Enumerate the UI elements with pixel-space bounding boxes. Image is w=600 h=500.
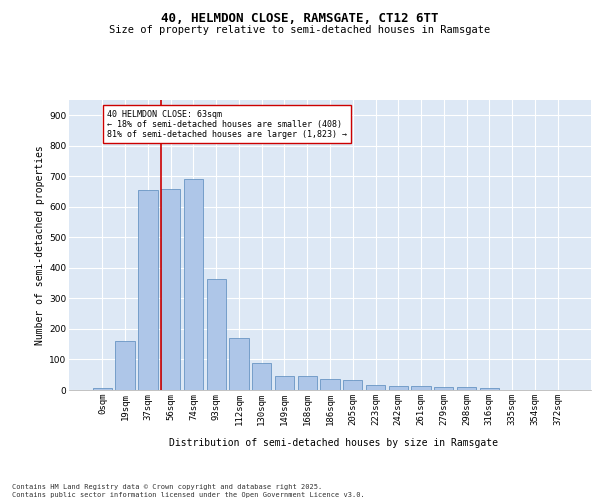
Bar [93, 388, 112, 390]
Bar [298, 376, 317, 390]
Bar [366, 386, 385, 390]
Bar [138, 190, 158, 390]
Bar [457, 387, 476, 390]
Text: Size of property relative to semi-detached houses in Ramsgate: Size of property relative to semi-detach… [109, 25, 491, 35]
Bar [115, 341, 135, 390]
Text: 40 HELMDON CLOSE: 63sqm
← 18% of semi-detached houses are smaller (408)
81% of s: 40 HELMDON CLOSE: 63sqm ← 18% of semi-de… [107, 110, 347, 140]
Bar [434, 387, 454, 390]
Bar [161, 188, 181, 390]
Bar [275, 376, 294, 390]
Bar [412, 386, 431, 390]
Bar [184, 180, 203, 390]
Bar [229, 338, 248, 390]
Text: 40, HELMDON CLOSE, RAMSGATE, CT12 6TT: 40, HELMDON CLOSE, RAMSGATE, CT12 6TT [161, 12, 439, 26]
Text: Distribution of semi-detached houses by size in Ramsgate: Distribution of semi-detached houses by … [169, 438, 497, 448]
Bar [389, 386, 408, 390]
Bar [206, 278, 226, 390]
Bar [320, 378, 340, 390]
Y-axis label: Number of semi-detached properties: Number of semi-detached properties [35, 145, 45, 345]
Text: Contains HM Land Registry data © Crown copyright and database right 2025.
Contai: Contains HM Land Registry data © Crown c… [12, 484, 365, 498]
Bar [343, 380, 362, 390]
Bar [479, 388, 499, 390]
Bar [252, 363, 271, 390]
